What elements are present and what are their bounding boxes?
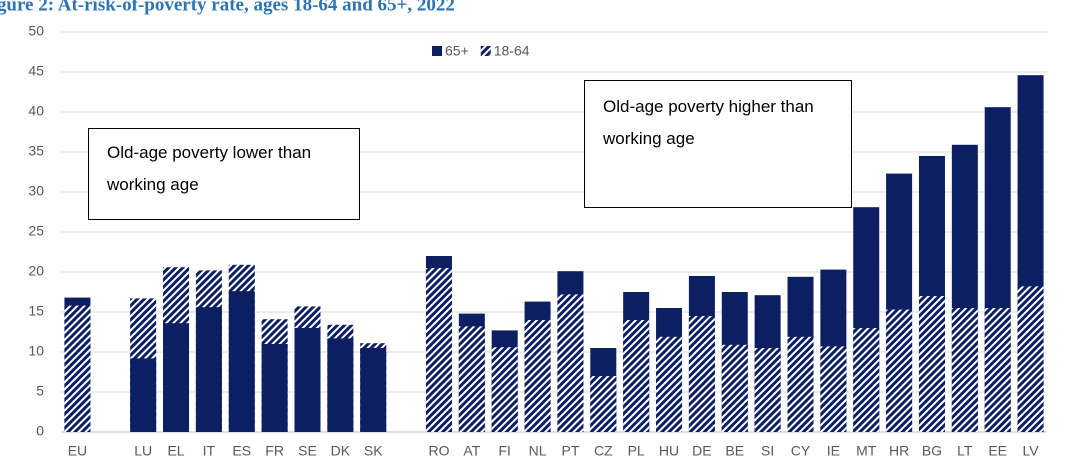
y-tick-label: 40 <box>28 103 44 119</box>
bar <box>656 336 683 432</box>
x-tick-label: AT <box>463 443 480 459</box>
x-tick-label: IE <box>827 443 840 459</box>
x-tick-label: SI <box>761 443 774 459</box>
x-tick-label: ES <box>232 443 251 459</box>
bar <box>918 296 945 432</box>
x-tick-label: EL <box>167 443 184 459</box>
x-tick-label: FI <box>498 443 510 459</box>
bar <box>360 348 387 432</box>
y-tick-label: 10 <box>28 343 44 359</box>
x-tick-label: HR <box>889 443 909 459</box>
y-tick-label: 50 <box>28 23 44 39</box>
legend-swatch <box>480 46 491 56</box>
bar <box>820 346 847 432</box>
annotation: Old-age poverty lower than working age <box>88 128 360 220</box>
x-tick-label: CY <box>791 443 811 459</box>
bar <box>163 323 190 432</box>
bar <box>228 291 255 432</box>
bar <box>491 347 518 432</box>
x-tick-label: CZ <box>594 443 613 459</box>
bar <box>294 328 321 432</box>
y-tick-label: 5 <box>36 383 44 399</box>
bar <box>886 309 913 432</box>
x-tick-label: MT <box>856 443 877 459</box>
bar <box>787 336 814 432</box>
x-tick-label: IT <box>203 443 216 459</box>
legend-swatch <box>432 46 442 56</box>
bar <box>425 268 452 432</box>
bar <box>195 307 222 432</box>
x-tick-label: LT <box>957 443 973 459</box>
x-tick-label: LV <box>1023 443 1040 459</box>
legend-label: 65+ <box>445 43 469 59</box>
y-tick-label: 15 <box>28 303 44 319</box>
bar <box>754 348 781 432</box>
x-tick-label: SE <box>298 443 317 459</box>
annotation: Old-age poverty higher than working age <box>584 80 852 208</box>
bar <box>130 358 157 432</box>
bar <box>557 294 584 432</box>
bar <box>853 328 880 432</box>
bar <box>261 344 288 432</box>
y-tick-label: 30 <box>28 183 44 199</box>
bar <box>458 326 485 432</box>
y-tick-label: 35 <box>28 143 44 159</box>
bar <box>984 308 1011 432</box>
x-tick-label: NL <box>529 443 547 459</box>
x-tick-label: DK <box>331 443 351 459</box>
x-tick-label: EU <box>68 443 87 459</box>
x-tick-label: BG <box>922 443 942 459</box>
bar <box>64 305 91 432</box>
x-tick-label: LU <box>134 443 152 459</box>
y-tick-label: 25 <box>28 223 44 239</box>
x-tick-label: HU <box>659 443 679 459</box>
legend-label: 18-64 <box>494 43 530 59</box>
x-tick-label: DE <box>692 443 711 459</box>
y-tick-label: 20 <box>28 263 44 279</box>
x-tick-label: PT <box>561 443 579 459</box>
x-tick-label: PL <box>628 443 645 459</box>
bar <box>327 338 354 432</box>
bar <box>688 316 715 432</box>
bar <box>951 308 978 432</box>
x-tick-label: BE <box>725 443 744 459</box>
bar <box>524 320 551 432</box>
bar <box>1017 286 1044 432</box>
chart-title: Figure 2: At-risk-of-poverty rate, ages … <box>0 0 455 15</box>
bar <box>721 344 748 432</box>
x-tick-label: FR <box>265 443 284 459</box>
x-tick-label: SK <box>364 443 383 459</box>
y-tick-label: 0 <box>36 423 44 439</box>
bar <box>623 320 650 432</box>
y-tick-label: 45 <box>28 63 44 79</box>
x-tick-label: EE <box>988 443 1007 459</box>
bar <box>590 376 617 432</box>
x-tick-label: RO <box>428 443 449 459</box>
